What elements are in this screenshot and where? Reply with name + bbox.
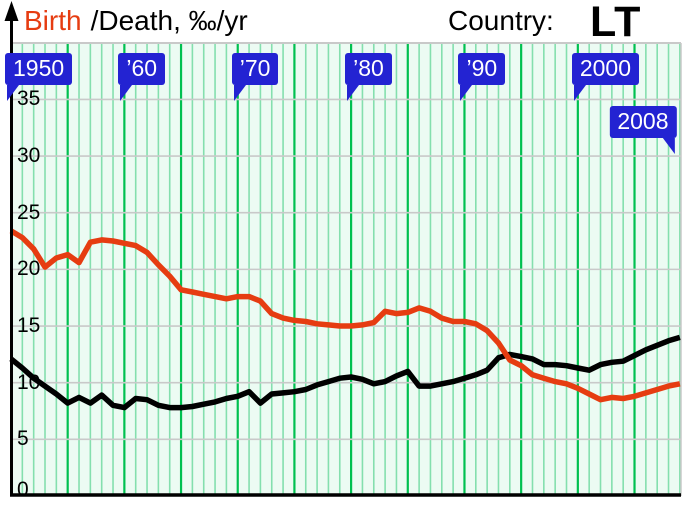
year-marker-2000: 2000	[571, 53, 639, 101]
year-marker-1970: ’70	[231, 53, 279, 101]
year-marker-1960: ’60	[118, 53, 166, 101]
year-marker-label: ’90	[466, 55, 498, 81]
y-tick-label: 30	[17, 144, 41, 168]
death-rate-line	[9, 334, 681, 411]
y-tick-label: 25	[17, 200, 41, 224]
y-tick-label: 0	[17, 478, 29, 501]
country-label: Country:	[448, 5, 554, 36]
y-axis-arrow-icon	[4, 1, 19, 21]
year-marker-label: 2008	[617, 108, 669, 134]
year-marker-label: 2000	[579, 55, 631, 81]
y-tick-label: 15	[17, 314, 41, 338]
y-tick-label: 5	[17, 427, 29, 451]
y-tick-label: 10	[17, 370, 41, 394]
country-code: LT	[590, 0, 642, 46]
birth-rate-line	[9, 228, 681, 403]
year-marker-1980: ’80	[345, 53, 392, 101]
year-marker-label: ’60	[126, 55, 158, 81]
title-death-label: /Death, ‰/yr	[90, 5, 248, 36]
y-tick-label: 35	[17, 87, 41, 111]
year-marker-label: ’70	[239, 55, 271, 81]
chart-title: Birth/Death, ‰/yr	[24, 5, 248, 37]
year-marker-2008: 2008	[609, 106, 677, 154]
year-marker-1950: 1950	[5, 53, 73, 101]
y-tick-label: 20	[17, 257, 41, 281]
year-marker-label: 1950	[13, 55, 65, 81]
year-marker-1990: ’90	[458, 53, 506, 101]
title-birth-label: Birth	[24, 5, 82, 36]
year-marker-label: ’80	[353, 55, 384, 81]
